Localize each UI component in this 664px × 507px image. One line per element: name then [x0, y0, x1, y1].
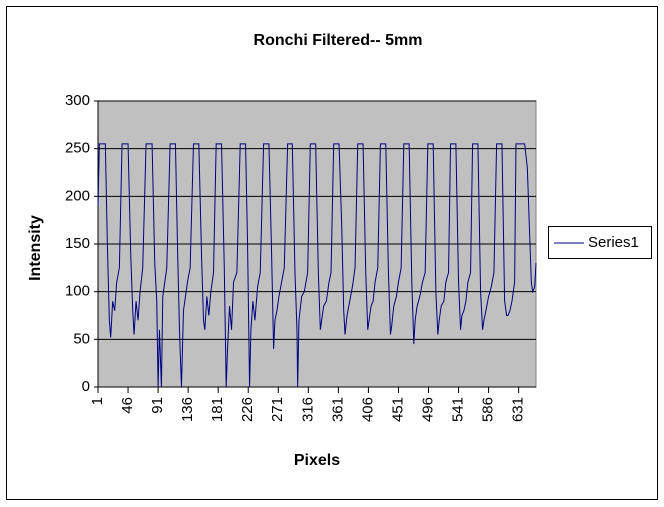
x-tick-label: 541 [450, 397, 467, 422]
y-axis-label: Intensity [27, 215, 44, 281]
y-tick-label: 150 [65, 235, 90, 252]
x-tick-label: 136 [179, 397, 196, 422]
y-tick-label: 50 [73, 330, 90, 347]
x-tick-label: 1 [89, 397, 106, 405]
x-tick-label: 316 [299, 397, 316, 422]
x-tick-label: 496 [419, 397, 436, 422]
x-tick-label: 406 [359, 397, 376, 422]
x-tick-label: 451 [389, 397, 406, 422]
x-tick-label: 91 [149, 397, 166, 414]
x-tick-label: 586 [480, 397, 497, 422]
y-tick-label: 200 [65, 187, 90, 204]
chart-title: Ronchi Filtered-- 5mm [254, 32, 423, 49]
x-tick-label: 631 [510, 397, 527, 422]
y-tick-label: 250 [65, 140, 90, 157]
legend-label: Series1 [588, 234, 639, 251]
x-tick-label: 226 [239, 397, 256, 422]
y-tick-label: 100 [65, 283, 90, 300]
x-axis-label: Pixels [294, 452, 340, 469]
x-tick-label: 46 [119, 397, 136, 414]
data-line [97, 143, 537, 388]
x-tick-label: 271 [269, 397, 286, 422]
y-tick-label: 0 [82, 378, 90, 395]
legend: Series1 [548, 226, 652, 259]
y-tick-label: 300 [65, 92, 90, 109]
x-tick-label: 361 [329, 397, 346, 422]
x-tick-label: 181 [209, 397, 226, 422]
